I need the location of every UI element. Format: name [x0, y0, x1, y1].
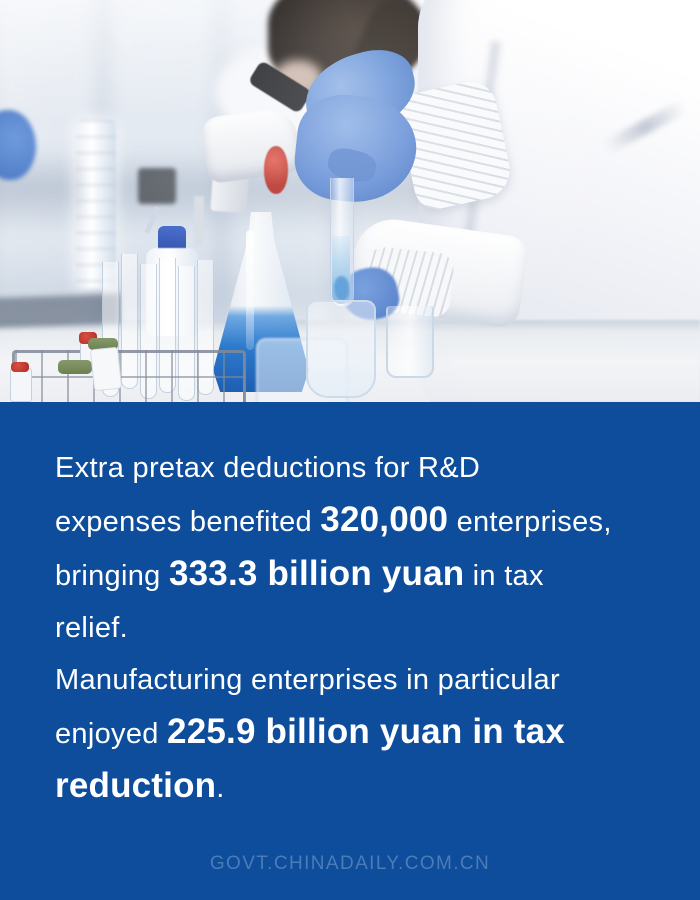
highlight-figure: 225.9 billion yuan in tax: [167, 712, 565, 751]
highlight-figure: 320,000: [320, 500, 449, 539]
wash-bottle-blue-cap: [158, 226, 186, 252]
text-run: bringing: [55, 560, 169, 592]
lab-photo: [0, 0, 700, 402]
highlight-figure: reduction: [55, 766, 217, 805]
red-vial-cap: [11, 362, 29, 372]
microscope-stage: [138, 168, 176, 204]
info-panel: Extra pretax deductions for R&D expenses …: [0, 402, 700, 900]
text-run: Extra pretax deductions for R&D: [55, 452, 481, 484]
green-vial-cap: [58, 360, 92, 374]
paragraph-rd-deductions: Extra pretax deductions for R&D expenses …: [55, 442, 675, 654]
text-run: expenses benefited: [55, 506, 321, 538]
microscope-red-knob: [264, 146, 288, 194]
flask-highlight: [246, 230, 254, 350]
glass-cup: [306, 300, 376, 398]
text-run: enjoyed: [55, 718, 168, 750]
text-run: Manufacturing enterprises in particular: [55, 664, 560, 696]
text-run: in tax: [464, 560, 544, 592]
text-run: relief.: [55, 612, 129, 644]
text-run: .: [216, 772, 225, 804]
text-run: enterprises,: [448, 506, 612, 538]
infographic-text-block: Extra pretax deductions for R&D expenses …: [55, 442, 675, 814]
test-tube-blue-clump: [334, 276, 349, 300]
photo-light-glow: [0, 0, 700, 402]
metal-wire-rack: [12, 350, 246, 402]
paragraph-manufacturing: Manufacturing enterprises in particular e…: [55, 654, 675, 814]
microscope-pole: [194, 196, 204, 246]
footer-url: GOVT.CHINADAILY.COM.CN: [209, 853, 491, 874]
highlight-figure: 333.3 billion yuan: [168, 554, 465, 593]
glass-beaker: [386, 306, 434, 378]
graduated-cylinder: [76, 120, 116, 288]
